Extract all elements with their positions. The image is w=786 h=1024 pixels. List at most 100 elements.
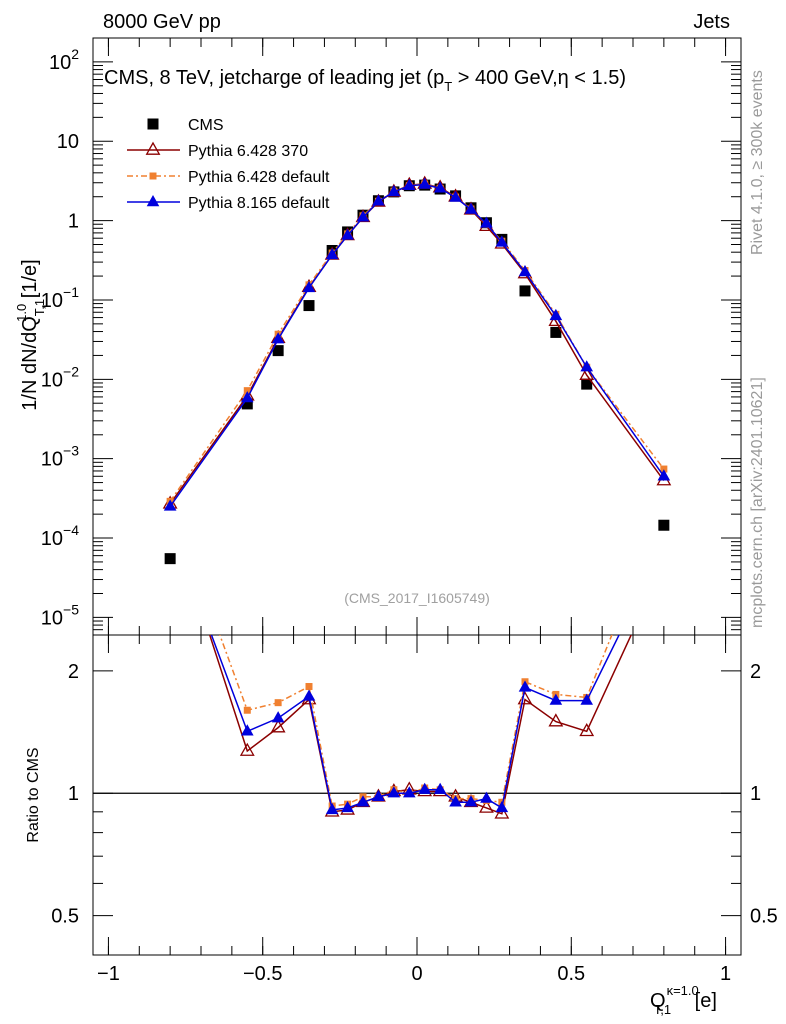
ratio-point-pythia-8-165-default bbox=[580, 693, 594, 705]
main-point-pythia-6-428-default bbox=[660, 465, 668, 473]
ratio-point-pythia-8-165-default bbox=[480, 791, 493, 803]
x-tick-label: −1 bbox=[97, 963, 120, 985]
x-tick-label: 0.5 bbox=[557, 963, 585, 985]
chart-title-suffix: > 400 GeV,η < 1.5) bbox=[452, 67, 626, 89]
ratio-y-tick-label-right: 1 bbox=[750, 783, 761, 805]
y-label-sup: 1.0 bbox=[14, 304, 29, 322]
main-y-tick-label: 10−1 bbox=[41, 284, 79, 312]
main-point-cms bbox=[519, 285, 531, 297]
ratio-point-pythia-6-428-default bbox=[243, 706, 251, 714]
main-line-pythia-8-165-default bbox=[169, 183, 665, 507]
x-tick-label: −0.5 bbox=[243, 963, 282, 985]
main-point-pythia-8-165-default bbox=[464, 202, 478, 214]
legend-item-cms: CMS bbox=[147, 117, 224, 134]
legend-marker bbox=[145, 141, 161, 155]
main-series-layer bbox=[162, 175, 672, 565]
main-point-pythia-6-428-default bbox=[243, 387, 251, 395]
header-left: 8000 GeV pp bbox=[103, 11, 221, 33]
x-tick-label: 1 bbox=[720, 963, 731, 985]
main-point-pythia-8-165-default bbox=[657, 469, 671, 481]
legend-marker bbox=[146, 195, 160, 207]
main-point-pythia-8-165-default bbox=[549, 308, 563, 321]
main-line-pythia-6-428-370 bbox=[169, 183, 665, 505]
main-point-cms bbox=[658, 519, 670, 531]
main-point-pythia-8-165-default bbox=[356, 210, 370, 222]
ratio-point-pythia-6-428-370 bbox=[479, 799, 494, 813]
main-y-tick-base: 10 bbox=[41, 607, 63, 629]
main-y-tick-exponent: −1 bbox=[63, 284, 79, 300]
main-y-tick-exponent: −2 bbox=[63, 363, 79, 379]
ratio-point-pythia-8-165-default bbox=[402, 786, 416, 798]
main-y-tick-base: 10 bbox=[41, 290, 63, 312]
ratio-line-pythia-8-165-default bbox=[210, 635, 620, 811]
x-tick-label: 0 bbox=[411, 963, 422, 985]
ratio-point-pythia-8-165-default bbox=[356, 795, 370, 807]
main-y-tick-label: 1 bbox=[68, 211, 79, 233]
chart-title-sub: T bbox=[444, 79, 452, 94]
ratio-point-pythia-8-165-default bbox=[495, 800, 509, 813]
ratio-frame bbox=[92, 634, 742, 956]
ratio-point-pythia-8-165-default bbox=[372, 789, 385, 801]
main-series-cms bbox=[164, 179, 670, 565]
ratio-point-pythia-6-428-default bbox=[274, 699, 282, 707]
ratio-y-tick-label-left: 0.5 bbox=[51, 906, 79, 928]
y-label-sub: T,1 bbox=[32, 299, 47, 316]
main-ticks bbox=[93, 37, 741, 636]
main-y-tick-label: 10−4 bbox=[41, 522, 79, 550]
legend-marker bbox=[147, 118, 159, 130]
main-y-tick-label: 10−5 bbox=[41, 601, 79, 629]
main-point-cms bbox=[550, 326, 562, 338]
main-y-tick-exponent: −3 bbox=[63, 443, 79, 459]
legend-label: Pythia 6.428 default bbox=[188, 169, 330, 186]
x-label-sub: T,1 bbox=[654, 1002, 671, 1017]
main-y-tick-base: 10 bbox=[41, 449, 63, 471]
y-label-unit: [1/e] bbox=[19, 259, 41, 303]
main-point-pythia-8-165-default bbox=[387, 184, 401, 197]
main-series-pythia-6-428-default bbox=[166, 180, 668, 505]
x-label-base: Q bbox=[650, 990, 666, 1012]
ratio-point-pythia-8-165-default bbox=[549, 693, 563, 705]
ratio-y-tick-label-left: 1 bbox=[68, 783, 79, 805]
main-point-pythia-8-165-default bbox=[271, 332, 285, 344]
main-point-pythia-8-165-default bbox=[402, 178, 416, 190]
main-y-tick-label: 10−2 bbox=[41, 363, 79, 391]
main-point-pythia-8-165-default bbox=[302, 280, 316, 293]
main-y-tick-base: 10 bbox=[41, 369, 63, 391]
ratio-point-pythia-6-428-370 bbox=[270, 719, 286, 733]
ratio-y-tick-label-left: 2 bbox=[68, 661, 79, 683]
ratio-point-pythia-8-165-default bbox=[325, 802, 339, 815]
mcplots-url-label: mcplots.cern.ch [arXiv:2401.10621] bbox=[749, 377, 766, 628]
main-point-cms bbox=[581, 378, 593, 390]
y-label-main: 1/N dN/dQ bbox=[19, 316, 41, 410]
ratio-y-tick-label-right: 0.5 bbox=[750, 906, 778, 928]
main-point-pythia-8-165-default bbox=[325, 247, 339, 260]
legend-item-pythia-8-165-default: Pythia 8.165 default bbox=[127, 195, 330, 212]
main-point-pythia-6-428-370 bbox=[579, 366, 595, 380]
main-y-tick-label: 102 bbox=[49, 46, 79, 74]
ratio-line-pythia-6-428-370 bbox=[208, 635, 632, 815]
main-y-tick-base: 10 bbox=[49, 52, 71, 74]
ratio-series-layer bbox=[208, 635, 632, 819]
main-point-pythia-8-165-default bbox=[449, 190, 462, 202]
main-point-pythia-8-165-default bbox=[518, 265, 532, 277]
main-series-pythia-8-165-default bbox=[163, 177, 671, 511]
ratio-y-tick-label-right: 2 bbox=[750, 661, 761, 683]
legend-item-pythia-6-428-default: Pythia 6.428 default bbox=[127, 169, 330, 186]
main-y-tick-label: 10−3 bbox=[41, 443, 79, 471]
ratio-ticks bbox=[93, 635, 741, 956]
main-y-tick-base: 10 bbox=[57, 131, 79, 153]
main-y-tick-base: 10 bbox=[41, 528, 63, 550]
main-y-tick-exponent: −5 bbox=[63, 601, 79, 617]
legend: CMS Pythia 6.428 370 Pythia 6.428 default P… bbox=[127, 117, 330, 212]
main-line-pythia-6-428-default bbox=[169, 183, 665, 502]
main-point-pythia-8-165-default bbox=[372, 194, 385, 206]
main-y-tick-exponent: 2 bbox=[71, 46, 79, 62]
ratio-point-pythia-6-428-default bbox=[305, 683, 313, 691]
main-point-pythia-8-165-default bbox=[433, 181, 447, 193]
main-y-tick-exponent: −4 bbox=[63, 522, 79, 538]
ratio-point-pythia-6-428-370 bbox=[548, 713, 564, 727]
ratio-point-pythia-8-165-default bbox=[271, 711, 285, 723]
